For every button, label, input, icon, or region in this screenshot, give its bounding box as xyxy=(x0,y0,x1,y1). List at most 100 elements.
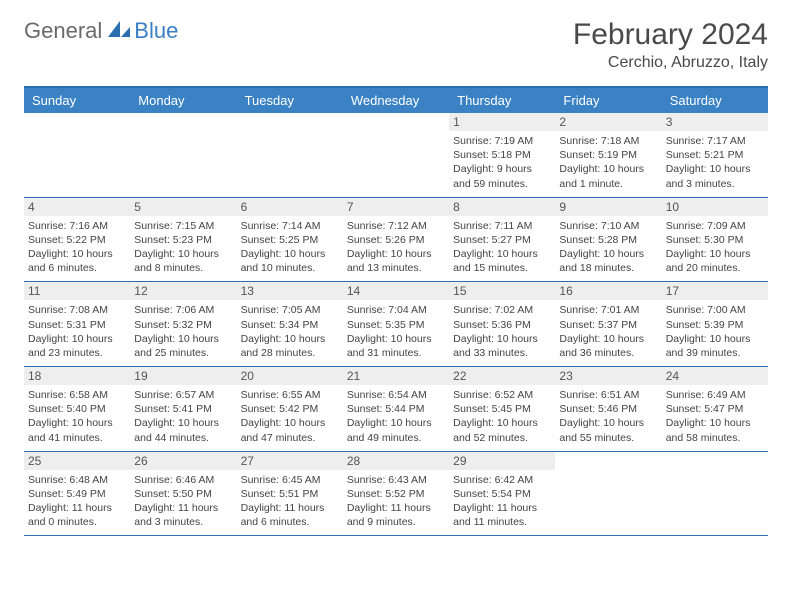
sunrise-line: Sunrise: 6:58 AM xyxy=(28,388,126,402)
sunset-line: Sunset: 5:22 PM xyxy=(28,233,126,247)
sunrise-line: Sunrise: 7:01 AM xyxy=(559,303,657,317)
day-number: 11 xyxy=(28,284,126,298)
day-number-bar: 13 xyxy=(237,282,343,300)
daylight-line: Daylight: 11 hours and 9 minutes. xyxy=(347,501,445,529)
day-number xyxy=(559,454,657,468)
empty-cell xyxy=(24,113,130,197)
weekday-friday: Friday xyxy=(555,88,661,113)
day-number-bar: 20 xyxy=(237,367,343,385)
daylight-line: Daylight: 10 hours and 8 minutes. xyxy=(134,247,232,275)
day-cell: 11Sunrise: 7:08 AMSunset: 5:31 PMDayligh… xyxy=(24,282,130,366)
sunset-line: Sunset: 5:36 PM xyxy=(453,318,551,332)
sunrise-line: Sunrise: 7:19 AM xyxy=(453,134,551,148)
sunset-line: Sunset: 5:37 PM xyxy=(559,318,657,332)
day-cell: 29Sunrise: 6:42 AMSunset: 5:54 PMDayligh… xyxy=(449,452,555,536)
day-number xyxy=(666,454,764,468)
weekday-tuesday: Tuesday xyxy=(237,88,343,113)
week-row: 1Sunrise: 7:19 AMSunset: 5:18 PMDaylight… xyxy=(24,113,768,198)
day-number: 7 xyxy=(347,200,445,214)
sunrise-line: Sunrise: 6:52 AM xyxy=(453,388,551,402)
day-number: 15 xyxy=(453,284,551,298)
sunrise-line: Sunrise: 6:42 AM xyxy=(453,473,551,487)
day-cell: 18Sunrise: 6:58 AMSunset: 5:40 PMDayligh… xyxy=(24,367,130,451)
weekday-wednesday: Wednesday xyxy=(343,88,449,113)
sunrise-line: Sunrise: 7:17 AM xyxy=(666,134,764,148)
day-number: 6 xyxy=(241,200,339,214)
calendar: SundayMondayTuesdayWednesdayThursdayFrid… xyxy=(24,86,768,536)
day-number: 12 xyxy=(134,284,232,298)
daylight-line: Daylight: 9 hours and 59 minutes. xyxy=(453,162,551,190)
day-number-bar xyxy=(24,113,130,131)
sunset-line: Sunset: 5:26 PM xyxy=(347,233,445,247)
sunset-line: Sunset: 5:25 PM xyxy=(241,233,339,247)
sunrise-line: Sunrise: 7:14 AM xyxy=(241,219,339,233)
day-number-bar: 24 xyxy=(662,367,768,385)
empty-cell xyxy=(555,452,661,536)
week-row: 11Sunrise: 7:08 AMSunset: 5:31 PMDayligh… xyxy=(24,282,768,367)
sunset-line: Sunset: 5:21 PM xyxy=(666,148,764,162)
day-number-bar: 1 xyxy=(449,113,555,131)
day-cell: 12Sunrise: 7:06 AMSunset: 5:32 PMDayligh… xyxy=(130,282,236,366)
day-number: 13 xyxy=(241,284,339,298)
sunrise-line: Sunrise: 7:05 AM xyxy=(241,303,339,317)
day-number: 28 xyxy=(347,454,445,468)
daylight-line: Daylight: 10 hours and 31 minutes. xyxy=(347,332,445,360)
day-number: 3 xyxy=(666,115,764,129)
day-number: 26 xyxy=(134,454,232,468)
sunrise-line: Sunrise: 6:48 AM xyxy=(28,473,126,487)
day-number-bar xyxy=(237,113,343,131)
day-number-bar: 16 xyxy=(555,282,661,300)
sunset-line: Sunset: 5:47 PM xyxy=(666,402,764,416)
sunset-line: Sunset: 5:42 PM xyxy=(241,402,339,416)
sunset-line: Sunset: 5:34 PM xyxy=(241,318,339,332)
day-number-bar: 12 xyxy=(130,282,236,300)
day-cell: 3Sunrise: 7:17 AMSunset: 5:21 PMDaylight… xyxy=(662,113,768,197)
sunset-line: Sunset: 5:27 PM xyxy=(453,233,551,247)
day-cell: 25Sunrise: 6:48 AMSunset: 5:49 PMDayligh… xyxy=(24,452,130,536)
sunset-line: Sunset: 5:19 PM xyxy=(559,148,657,162)
logo-text-blue: Blue xyxy=(134,18,178,44)
day-cell: 13Sunrise: 7:05 AMSunset: 5:34 PMDayligh… xyxy=(237,282,343,366)
day-cell: 10Sunrise: 7:09 AMSunset: 5:30 PMDayligh… xyxy=(662,198,768,282)
day-number: 21 xyxy=(347,369,445,383)
sunset-line: Sunset: 5:23 PM xyxy=(134,233,232,247)
daylight-line: Daylight: 10 hours and 13 minutes. xyxy=(347,247,445,275)
logo-sail-icon xyxy=(106,19,132,44)
daylight-line: Daylight: 11 hours and 0 minutes. xyxy=(28,501,126,529)
day-number-bar: 27 xyxy=(237,452,343,470)
day-cell: 5Sunrise: 7:15 AMSunset: 5:23 PMDaylight… xyxy=(130,198,236,282)
day-cell: 23Sunrise: 6:51 AMSunset: 5:46 PMDayligh… xyxy=(555,367,661,451)
title-block: February 2024 Cerchio, Abruzzo, Italy xyxy=(573,18,768,72)
sunrise-line: Sunrise: 7:18 AM xyxy=(559,134,657,148)
day-number-bar: 26 xyxy=(130,452,236,470)
weeks-container: 1Sunrise: 7:19 AMSunset: 5:18 PMDaylight… xyxy=(24,113,768,536)
day-number-bar: 15 xyxy=(449,282,555,300)
week-row: 4Sunrise: 7:16 AMSunset: 5:22 PMDaylight… xyxy=(24,198,768,283)
day-number: 19 xyxy=(134,369,232,383)
weekday-monday: Monday xyxy=(130,88,236,113)
sunrise-line: Sunrise: 7:09 AM xyxy=(666,219,764,233)
day-number-bar: 21 xyxy=(343,367,449,385)
day-number-bar: 29 xyxy=(449,452,555,470)
day-number-bar xyxy=(662,452,768,470)
sunrise-line: Sunrise: 6:43 AM xyxy=(347,473,445,487)
sunrise-line: Sunrise: 6:55 AM xyxy=(241,388,339,402)
day-number-bar: 22 xyxy=(449,367,555,385)
day-number xyxy=(347,115,445,129)
weekday-header-row: SundayMondayTuesdayWednesdayThursdayFrid… xyxy=(24,88,768,113)
sunset-line: Sunset: 5:32 PM xyxy=(134,318,232,332)
week-row: 25Sunrise: 6:48 AMSunset: 5:49 PMDayligh… xyxy=(24,452,768,537)
day-number xyxy=(241,115,339,129)
sunset-line: Sunset: 5:40 PM xyxy=(28,402,126,416)
daylight-line: Daylight: 10 hours and 58 minutes. xyxy=(666,416,764,444)
day-number: 20 xyxy=(241,369,339,383)
sunset-line: Sunset: 5:30 PM xyxy=(666,233,764,247)
day-cell: 20Sunrise: 6:55 AMSunset: 5:42 PMDayligh… xyxy=(237,367,343,451)
day-number: 24 xyxy=(666,369,764,383)
sunrise-line: Sunrise: 7:00 AM xyxy=(666,303,764,317)
sunset-line: Sunset: 5:52 PM xyxy=(347,487,445,501)
daylight-line: Daylight: 10 hours and 6 minutes. xyxy=(28,247,126,275)
day-cell: 14Sunrise: 7:04 AMSunset: 5:35 PMDayligh… xyxy=(343,282,449,366)
sunrise-line: Sunrise: 6:51 AM xyxy=(559,388,657,402)
daylight-line: Daylight: 10 hours and 1 minute. xyxy=(559,162,657,190)
